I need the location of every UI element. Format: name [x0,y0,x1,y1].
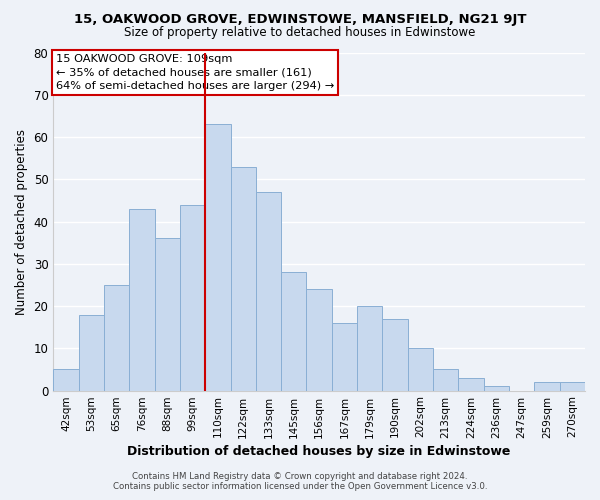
Bar [535,382,560,390]
Bar [205,124,230,390]
Bar [104,285,129,391]
Bar [560,382,585,390]
Text: 15, OAKWOOD GROVE, EDWINSTOWE, MANSFIELD, NG21 9JT: 15, OAKWOOD GROVE, EDWINSTOWE, MANSFIELD… [74,12,526,26]
Text: Size of property relative to detached houses in Edwinstowe: Size of property relative to detached ho… [124,26,476,39]
Bar [79,314,104,390]
Bar [281,272,307,390]
Bar [382,318,408,390]
Bar [180,204,205,390]
Bar [332,323,357,390]
Bar [256,192,281,390]
Bar [53,370,79,390]
Y-axis label: Number of detached properties: Number of detached properties [15,128,28,314]
Text: 15 OAKWOOD GROVE: 109sqm
← 35% of detached houses are smaller (161)
64% of semi-: 15 OAKWOOD GROVE: 109sqm ← 35% of detach… [56,54,334,90]
Bar [155,238,180,390]
Bar [357,306,382,390]
Bar [129,209,155,390]
Text: Contains HM Land Registry data © Crown copyright and database right 2024.
Contai: Contains HM Land Registry data © Crown c… [113,472,487,491]
Bar [484,386,509,390]
Bar [458,378,484,390]
Bar [230,166,256,390]
Bar [433,370,458,390]
Bar [408,348,433,391]
X-axis label: Distribution of detached houses by size in Edwinstowe: Distribution of detached houses by size … [127,444,511,458]
Bar [307,289,332,390]
